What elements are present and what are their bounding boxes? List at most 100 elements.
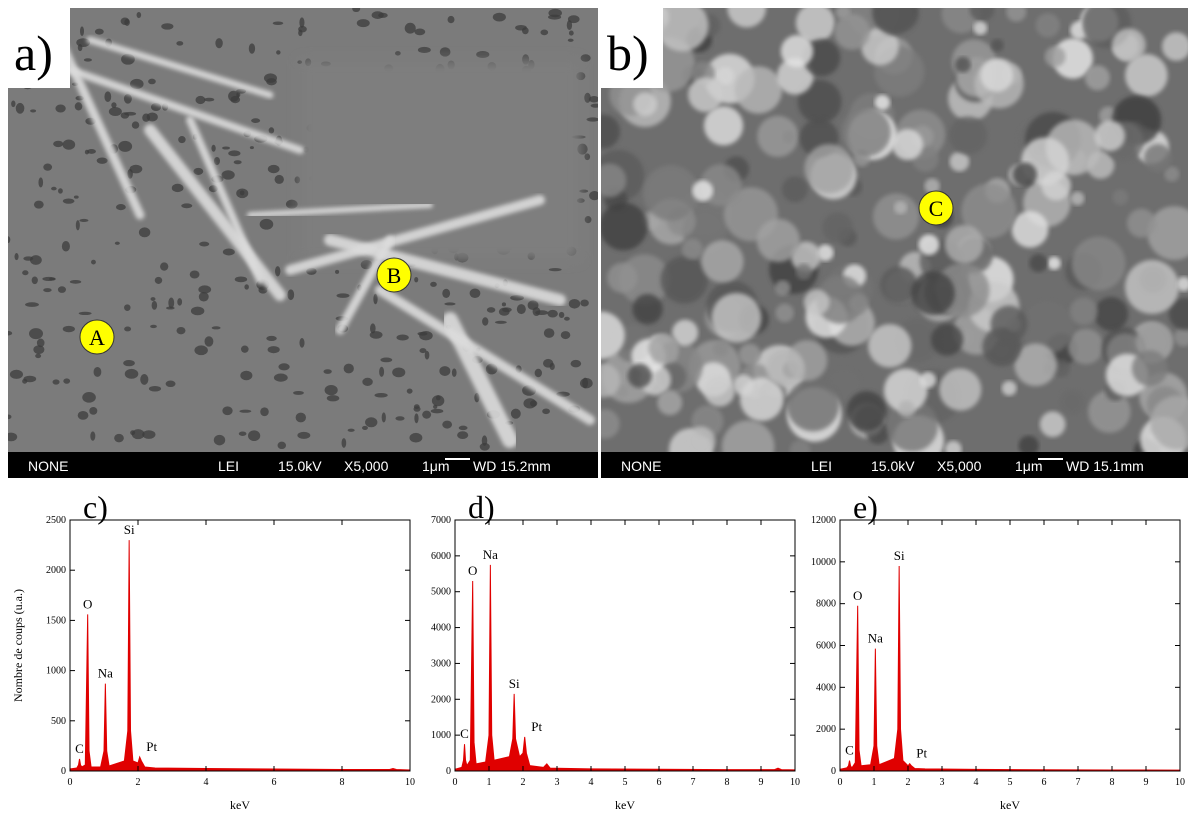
pore (469, 288, 481, 298)
pore (365, 417, 378, 428)
pore (124, 326, 132, 332)
fiber (186, 116, 264, 284)
grain (1126, 208, 1156, 238)
pore (62, 198, 75, 204)
pore (580, 54, 591, 62)
pore (23, 256, 34, 261)
info-text: LEI (218, 458, 239, 474)
grain (1125, 260, 1179, 314)
pore (580, 299, 589, 307)
x-tick-label: 6 (272, 777, 277, 788)
pore (324, 384, 338, 396)
pore (374, 392, 388, 398)
grain (980, 58, 1014, 92)
x-axis-label: keV (1000, 798, 1020, 812)
grain (1150, 395, 1188, 450)
pore (198, 285, 212, 294)
pore (299, 338, 305, 348)
pore (287, 289, 295, 301)
grain (721, 420, 775, 452)
grain (892, 129, 924, 161)
grain (686, 426, 716, 452)
chart-title: d) (468, 489, 495, 525)
grain (846, 391, 887, 431)
pore (177, 298, 183, 306)
pore (194, 345, 208, 356)
peak-label: C (75, 741, 84, 756)
pore (482, 317, 489, 326)
pore (260, 407, 269, 417)
pore (543, 328, 555, 338)
peak-label: Si (894, 548, 905, 563)
pore (15, 102, 25, 114)
pore (114, 433, 124, 443)
grain (1069, 297, 1098, 326)
pore (58, 188, 63, 194)
peak-label: Si (124, 522, 135, 537)
grain (1001, 380, 1017, 396)
pore (360, 260, 373, 270)
pore (273, 373, 288, 382)
pore (584, 92, 591, 103)
fiber (324, 234, 566, 306)
peak-label: O (83, 596, 92, 611)
pore (11, 100, 16, 108)
x-tick-label: 2 (136, 777, 141, 788)
y-tick-label: 5000 (431, 587, 451, 598)
pore (244, 284, 249, 290)
pore (211, 326, 221, 330)
pore (419, 348, 427, 354)
grain (918, 234, 940, 256)
pore (457, 431, 469, 440)
grain (939, 368, 982, 411)
pore (9, 369, 24, 379)
grain (775, 303, 794, 323)
info-text: 15.0kV (871, 458, 915, 474)
pore (417, 331, 428, 336)
pore (294, 176, 301, 184)
pore (51, 186, 57, 191)
peak-label: Na (98, 666, 113, 681)
pore (278, 363, 290, 371)
pore (352, 8, 361, 13)
grain (656, 8, 709, 52)
pore (148, 385, 162, 392)
grain (632, 293, 663, 325)
pore (248, 43, 256, 54)
pore (181, 203, 193, 209)
pore (140, 373, 149, 385)
pore (379, 366, 385, 377)
x-tick-label: 9 (759, 777, 764, 788)
pore (33, 345, 45, 354)
pore (479, 442, 490, 451)
grain (804, 144, 854, 194)
x-tick-label: 4 (974, 777, 979, 788)
pore (249, 146, 254, 150)
x-tick-label: 4 (589, 777, 594, 788)
pore (90, 431, 96, 441)
pore (204, 336, 214, 347)
grain (601, 163, 627, 198)
pore (82, 392, 96, 403)
grain (924, 178, 940, 194)
grain (1018, 435, 1039, 452)
grain (1052, 38, 1093, 79)
pore (297, 431, 311, 439)
grain (780, 34, 814, 68)
pore (414, 413, 419, 424)
pore (404, 22, 416, 34)
grain (1068, 328, 1104, 365)
spectrum-chart: 0 2000 4000 6000 8000 10000 12000 0 1 2 3 4 5 6 7 8 9 10 C… (811, 489, 1185, 812)
pore (406, 388, 413, 394)
grain (704, 375, 735, 407)
pore (501, 302, 507, 307)
pore (238, 431, 247, 436)
pore (215, 38, 223, 49)
grain (607, 262, 638, 293)
marker (376, 257, 412, 293)
pore (29, 255, 42, 265)
pore (176, 41, 184, 46)
grain (1168, 297, 1188, 330)
pore (29, 328, 44, 340)
pore (222, 248, 235, 256)
